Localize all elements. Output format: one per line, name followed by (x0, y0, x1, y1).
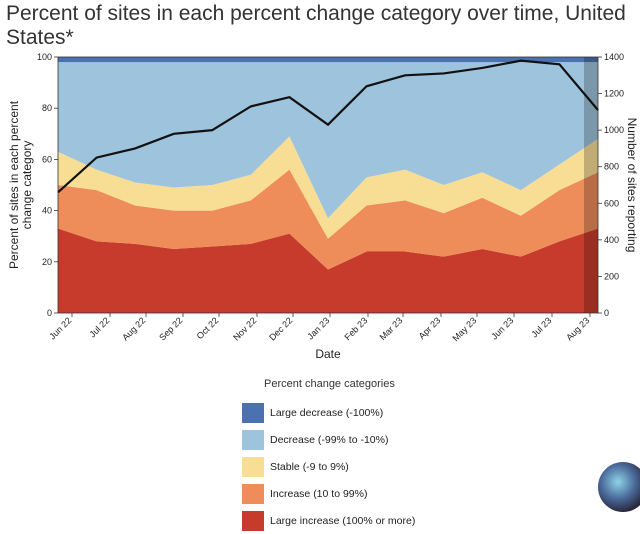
x-axis-label: Date (315, 347, 341, 361)
legend-swatch (242, 511, 264, 531)
legend-swatch (242, 457, 264, 477)
legend-item: Decrease (-99% to -10%) (242, 426, 502, 453)
right-tick-label: 200 (604, 271, 619, 281)
legend-item: Increase (10 to 99%) (242, 480, 502, 507)
x-axis: Jun 22 Jul 22 Aug 22 Sep 22 Oct 22 Nov 22 Dec … (47, 313, 591, 343)
left-tick-label: 40 (42, 206, 52, 216)
left-axis: 0 20 40 60 80 100 (37, 52, 58, 318)
x-tick-label: Mar 23 (378, 315, 405, 342)
x-tick-label: Apr 23 (417, 315, 443, 341)
legend-swatch (242, 403, 264, 423)
x-tick-label: Nov 22 (231, 315, 258, 342)
legend-item: Large decrease (-100%) (242, 399, 502, 426)
right-axis: 0 200 400 600 800 1000 1200 1400 (598, 52, 624, 318)
right-tick-label: 800 (604, 162, 619, 172)
legend-swatch (242, 484, 264, 504)
legend-swatch (242, 430, 264, 450)
assistant-orb-icon[interactable] (598, 462, 640, 512)
y-axis-label-right: Number of sites reporting (625, 118, 639, 253)
legend-title: Percent change categories (264, 378, 502, 390)
legend-label: Large decrease (-100%) (270, 407, 383, 419)
y-axis-label-left: Percent of sites in each percentchange c… (7, 100, 34, 269)
x-tick-label: Jul 23 (529, 315, 553, 339)
x-tick-label: Jan 23 (305, 315, 331, 341)
legend-label: Large increase (100% or more) (270, 515, 415, 527)
chart-svg: 0 20 40 60 80 100 0 200 400 600 800 1000 1200 1400 J… (0, 0, 640, 370)
left-tick-label: 60 (42, 154, 52, 164)
recent-data-band (584, 57, 598, 313)
right-tick-label: 0 (604, 308, 609, 318)
legend-item: Large increase (100% or more) (242, 507, 502, 534)
legend-item: Stable (-9 to 9%) (242, 453, 502, 480)
x-tick-label: Jul 22 (87, 315, 111, 339)
legend-items: Large decrease (-100%) Decrease (-99% to … (242, 399, 502, 534)
x-tick-label: Dec 22 (267, 315, 294, 342)
left-tick-label: 80 (42, 103, 52, 113)
legend-label: Stable (-9 to 9%) (270, 461, 349, 473)
right-tick-label: 1000 (604, 125, 624, 135)
x-tick-label: Jun 23 (489, 315, 515, 341)
x-tick-label: Oct 22 (195, 315, 221, 341)
left-tick-label: 100 (37, 52, 52, 62)
x-tick-label: Jun 22 (47, 315, 73, 341)
x-tick-label: Feb 23 (343, 315, 370, 342)
legend: Percent change categories Large decrease… (242, 378, 502, 534)
x-tick-label: Sep 22 (157, 315, 184, 342)
x-tick-label: Aug 23 (564, 315, 591, 342)
x-tick-label: May 23 (450, 315, 478, 343)
right-tick-label: 600 (604, 198, 619, 208)
left-tick-label: 20 (42, 257, 52, 267)
legend-label: Increase (10 to 99%) (270, 488, 367, 500)
left-tick-label: 0 (47, 308, 52, 318)
right-tick-label: 1400 (604, 52, 624, 62)
right-tick-label: 400 (604, 235, 619, 245)
legend-label: Decrease (-99% to -10%) (270, 434, 388, 446)
plot-areas (58, 57, 598, 313)
right-tick-label: 1200 (604, 89, 624, 99)
x-tick-label: Aug 22 (120, 315, 147, 342)
